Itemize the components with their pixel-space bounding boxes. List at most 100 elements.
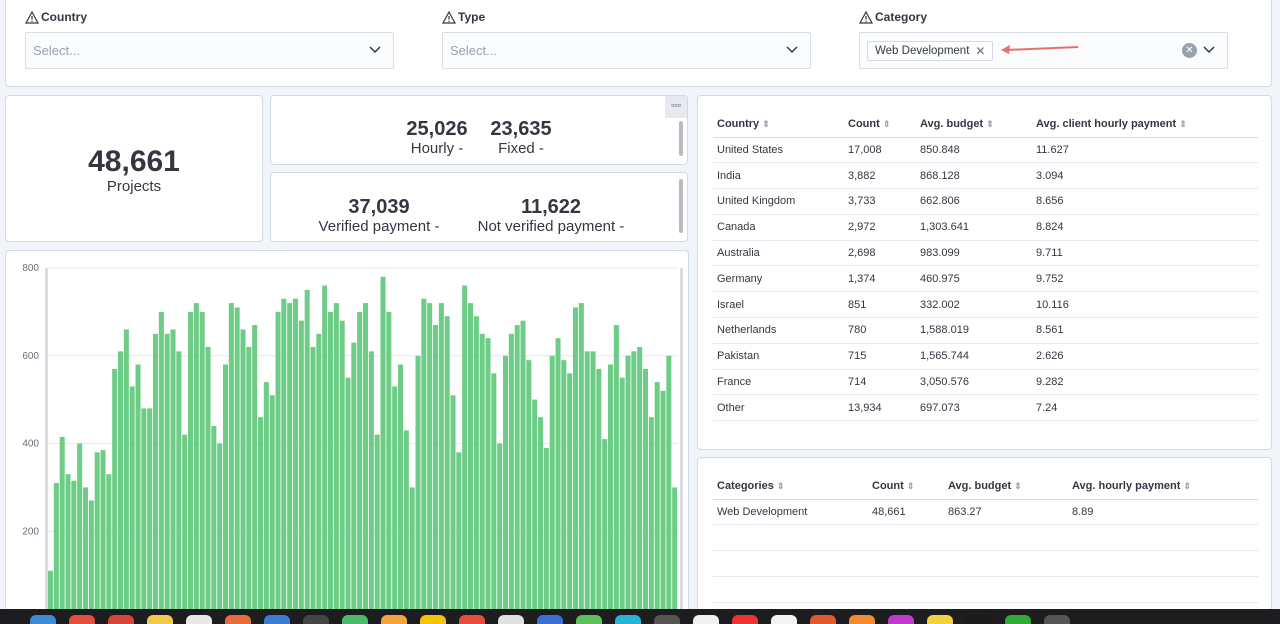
table-row[interactable]: Other 13,934 697.073 7.24 bbox=[713, 394, 1258, 422]
chart-bar[interactable] bbox=[77, 443, 83, 620]
chart-bar[interactable] bbox=[538, 417, 544, 619]
table-row[interactable]: Australia 2,698 983.099 9.711 bbox=[713, 240, 1258, 267]
chart-bar[interactable] bbox=[258, 417, 264, 619]
chart-bar[interactable] bbox=[444, 316, 450, 619]
chart-bar[interactable] bbox=[176, 351, 182, 619]
chart-bar[interactable] bbox=[619, 377, 625, 619]
chart-bar[interactable] bbox=[170, 329, 176, 619]
chart-bar[interactable] bbox=[118, 351, 124, 619]
chart-bar[interactable] bbox=[613, 325, 619, 619]
dock-app-icon[interactable] bbox=[771, 615, 797, 624]
chart-bar[interactable] bbox=[497, 443, 503, 620]
chart-bar[interactable] bbox=[520, 320, 526, 619]
chart-bar[interactable] bbox=[602, 439, 608, 619]
chart-bar[interactable] bbox=[473, 316, 479, 619]
chart-bar[interactable] bbox=[637, 346, 643, 619]
dock-app-icon[interactable] bbox=[30, 615, 56, 624]
chart-bar[interactable] bbox=[654, 382, 660, 619]
chart-bar[interactable] bbox=[88, 500, 94, 619]
chart-bar[interactable] bbox=[147, 408, 153, 619]
chart-bar[interactable] bbox=[112, 368, 118, 619]
chart-bar[interactable] bbox=[526, 360, 532, 619]
dock-app-icon[interactable] bbox=[615, 615, 641, 624]
chart-bar[interactable] bbox=[188, 311, 194, 620]
chart-bar[interactable] bbox=[100, 450, 106, 619]
clear-selection-icon[interactable]: ✕ bbox=[1182, 43, 1197, 58]
chart-bar[interactable] bbox=[421, 298, 427, 619]
dock-app-icon[interactable] bbox=[810, 615, 836, 624]
dock-app-icon[interactable] bbox=[303, 615, 329, 624]
chart-bar[interactable] bbox=[596, 368, 602, 619]
dock-app-icon[interactable] bbox=[849, 615, 875, 624]
chart-bar[interactable] bbox=[648, 417, 654, 619]
chart-bar[interactable] bbox=[94, 452, 100, 619]
chart-bar[interactable] bbox=[339, 320, 345, 619]
chart-bar[interactable] bbox=[433, 325, 439, 619]
chart-bar[interactable] bbox=[415, 355, 421, 619]
chart-bar[interactable] bbox=[590, 351, 596, 619]
column-header[interactable]: Count ⇕ bbox=[868, 473, 944, 500]
chart-bar[interactable] bbox=[59, 436, 65, 619]
chart-bar[interactable] bbox=[164, 333, 170, 619]
column-header[interactable]: Avg. hourly payment ⇕ bbox=[1068, 473, 1258, 500]
chart-bar[interactable] bbox=[240, 329, 246, 619]
column-header[interactable]: Avg. budget ⇕ bbox=[944, 473, 1068, 500]
chart-bar[interactable] bbox=[374, 434, 380, 619]
panel-options-icon[interactable]: ▫▫▫ bbox=[665, 96, 687, 118]
table-row[interactable]: United Kingdom 3,733 662.806 8.656 bbox=[713, 188, 1258, 215]
chart-bar[interactable] bbox=[53, 482, 59, 619]
chevron-down-icon[interactable] bbox=[369, 46, 381, 54]
chart-bar[interactable] bbox=[328, 311, 334, 620]
column-header[interactable]: Categories ⇕ bbox=[713, 473, 868, 500]
chart-bar[interactable] bbox=[199, 311, 205, 620]
chart-bar[interactable] bbox=[263, 382, 269, 619]
chart-bar[interactable] bbox=[275, 311, 281, 620]
chart-bar[interactable] bbox=[503, 355, 509, 619]
type-select[interactable]: Select... bbox=[442, 32, 811, 69]
chart-bar[interactable] bbox=[298, 320, 304, 619]
chart-bar[interactable] bbox=[252, 325, 258, 619]
dock-app-icon[interactable] bbox=[381, 615, 407, 624]
chart-bar[interactable] bbox=[322, 285, 328, 619]
table-row[interactable]: Pakistan 715 1,565.744 2.626 bbox=[713, 343, 1258, 370]
chart-bar[interactable] bbox=[129, 386, 135, 619]
chevron-down-icon[interactable] bbox=[1203, 46, 1215, 54]
chart-bar[interactable] bbox=[269, 395, 275, 619]
chart-bar[interactable] bbox=[211, 425, 217, 619]
chart-bar[interactable] bbox=[368, 351, 374, 619]
dock-app-icon[interactable] bbox=[576, 615, 602, 624]
table-row[interactable]: Netherlands 780 1,588.019 8.561 bbox=[713, 317, 1258, 344]
chart-bar[interactable] bbox=[567, 373, 573, 619]
chart-bar[interactable] bbox=[427, 303, 433, 619]
chart-bar[interactable] bbox=[333, 303, 339, 619]
dock-app-icon[interactable] bbox=[1005, 615, 1031, 624]
dock-app-icon[interactable] bbox=[537, 615, 563, 624]
chart-bar[interactable] bbox=[246, 346, 252, 619]
chart-bar[interactable] bbox=[363, 303, 369, 619]
chart-bar[interactable] bbox=[65, 474, 71, 619]
dock-app-icon[interactable] bbox=[1044, 615, 1070, 624]
chart-bar[interactable] bbox=[386, 311, 392, 620]
dock-app-icon[interactable] bbox=[693, 615, 719, 624]
chart-bar[interactable] bbox=[555, 338, 561, 619]
chart-bar[interactable] bbox=[462, 285, 468, 619]
chart-bar[interactable] bbox=[310, 346, 316, 619]
column-header[interactable]: Count ⇕ bbox=[844, 111, 916, 138]
chart-bar[interactable] bbox=[485, 338, 491, 619]
chart-bar[interactable] bbox=[228, 303, 234, 619]
chart-bar[interactable] bbox=[561, 360, 567, 619]
column-header[interactable]: Avg. client hourly payment ⇕ bbox=[1032, 111, 1258, 138]
chart-bar[interactable] bbox=[608, 364, 614, 619]
chart-bar[interactable] bbox=[123, 329, 129, 619]
dock-app-icon[interactable] bbox=[225, 615, 251, 624]
dock-app-icon[interactable] bbox=[420, 615, 446, 624]
chart-bar[interactable] bbox=[573, 307, 579, 619]
chart-bar[interactable] bbox=[345, 377, 351, 619]
scrollbar[interactable] bbox=[679, 121, 683, 156]
chart-bar[interactable] bbox=[631, 351, 637, 619]
dock-app-icon[interactable] bbox=[927, 615, 953, 624]
chart-bar[interactable] bbox=[193, 303, 199, 619]
dock-app-icon[interactable] bbox=[498, 615, 524, 624]
dock-app-icon[interactable] bbox=[654, 615, 680, 624]
chart-bar[interactable] bbox=[205, 346, 211, 619]
